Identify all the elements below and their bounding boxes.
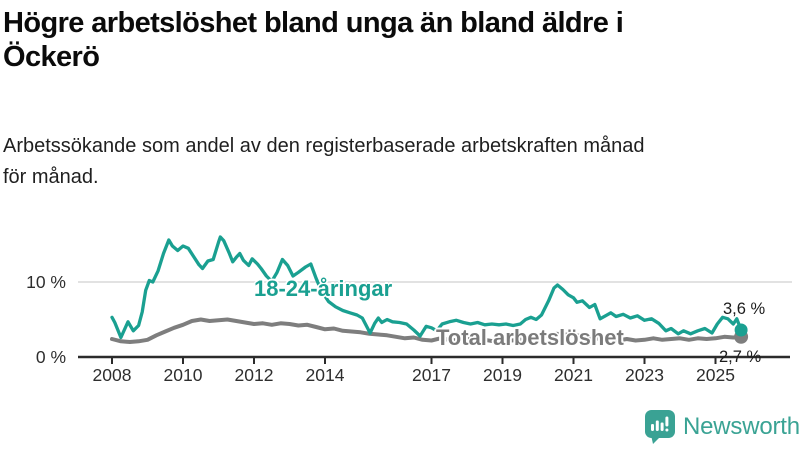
x-tick-label: 2012 [234,365,274,385]
x-tick-label: 2025 [696,365,735,385]
y-axis-label-10: 10 % [26,272,66,292]
x-tick-label: 2008 [92,365,132,385]
total-end-value-label: 2,7 % [719,348,762,366]
title-line-2: Öckerö [3,41,100,73]
y-axis-label-0: 0 % [35,347,66,367]
total-series-label: Total arbetslöshet [436,325,624,350]
newsworthy-chart-bubble-icon [645,410,675,444]
x-tick-label: 2010 [163,365,203,385]
chart-subtitle: Arbetssökande som andel av den registerb… [3,131,793,193]
subtitle-line-1: Arbetssökande som andel av den registerb… [3,135,645,157]
youth-series-label: 18-24-åringar [254,276,393,301]
youth-unemployment-line [110,235,743,340]
title-line-1: Högre arbetslöshet bland unga än bland ä… [3,7,624,39]
youth-end-value-label: 3,6 % [723,300,766,318]
x-tick-label: 2017 [412,365,451,385]
x-tick-label: 2014 [305,365,345,385]
newsworthy-wordmark: Newsworthy [683,413,800,440]
subtitle-line-2: för månad. [3,166,99,188]
x-tick-label: 2023 [625,365,664,385]
x-tick-label: 2019 [483,365,522,385]
total-unemployment-line [110,317,744,344]
page-title: Högre arbetslöshet bland unga än bland ä… [3,6,793,74]
newsworthy-logo: Newsworthy [644,409,800,445]
x-tick-label: 2021 [554,365,593,385]
youth-line-end-dot [734,323,748,337]
